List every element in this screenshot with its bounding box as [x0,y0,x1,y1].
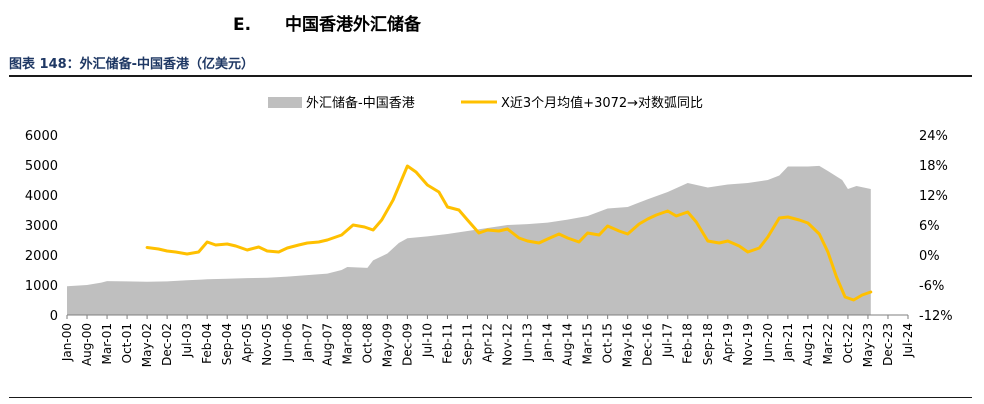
x-tick-label: Aug-00 [80,323,94,366]
y-right-tick-label: 18% [919,159,948,174]
x-tick-label: Jul-03 [180,323,194,358]
y-left-tick-label: 4000 [25,189,58,204]
x-tick-label: May-23 [861,323,875,367]
x-tick-label: Dec-16 [641,323,655,366]
x-tick-label: Apr-05 [240,323,254,363]
x-tick-label: Aug-14 [561,323,575,366]
section-title: 中国香港外汇储备 [285,15,421,35]
chart-axes: 0 1000 2000 3000 4000 5000 6000 -12% -6% 0% 6% 12% 1… [25,129,953,367]
x-tick-label: May-09 [380,323,394,367]
y-right-tick-label: -6% [919,279,944,294]
x-tick-label: Feb-18 [681,323,695,364]
y-left-tick-label: 1000 [25,279,58,294]
x-tick-label: Jan-21 [781,323,795,362]
x-tick-label: Jan-00 [60,323,74,362]
x-tick-label: Apr-19 [721,323,735,363]
x-tick-label: Mar-08 [340,323,354,364]
x-tick-label: Jul-10 [420,323,434,358]
y-left-tick-label: 3000 [25,219,58,234]
x-tick-label: Nov-12 [501,323,515,366]
section-number: E. [233,15,252,35]
x-tick-label: Oct-01 [120,323,134,363]
x-tick-label: Jan-14 [541,323,555,362]
reserves-area-series [67,165,871,315]
y-left-tick-label: 0 [50,309,58,324]
x-tick-label: Sep-11 [460,323,474,365]
x-tick-label: Jul-17 [661,323,675,358]
x-tick-label: Sep-04 [220,323,234,365]
x-tick-label: Apr-12 [481,323,495,363]
legend-label-line: X近3个月均值+3072→对数弧同比 [501,95,703,111]
y-right-tick-label: 24% [919,129,948,144]
x-tick-label: Mar-15 [581,323,595,364]
x-tick-label: Mar-01 [100,323,114,364]
x-tick-label: Feb-11 [440,323,454,364]
x-tick-label: Oct-15 [601,323,615,363]
x-tick-label: Jan-07 [300,323,314,362]
x-tick-label: Jun-06 [280,323,294,362]
x-tick-label: Aug-21 [801,323,815,366]
x-tick-label: May-02 [140,323,154,367]
y-left-tick-label: 6000 [25,129,58,144]
x-tick-label: Sep-18 [701,323,715,365]
y-right-tick-label: -12% [919,309,953,324]
x-tick-label: Feb-04 [200,323,214,364]
x-tick-label: Aug-07 [320,323,334,366]
y-right-tick-label: 6% [919,219,940,234]
x-tick-label: Mar-22 [821,323,835,364]
yoy-line-series [145,164,873,302]
figure-title: 图表 148：外汇储备-中国香港（亿美元） [9,57,255,72]
x-tick-label: May-16 [621,323,635,367]
x-tick-label: Oct-22 [841,323,855,363]
y-left-tick-label: 5000 [25,159,58,174]
x-tick-label: Oct-08 [360,323,374,363]
x-tick-label: Jun-13 [521,323,535,362]
top-rule [9,75,972,77]
section-header: E. 中国香港外汇储备 [233,10,421,35]
legend-label-area: 外汇储备-中国香港 [306,95,415,111]
x-tick-label: Nov-19 [741,323,755,366]
x-tick-label: Jul-24 [901,323,915,358]
plot-area [67,164,873,315]
y-right-tick-label: 0% [919,249,940,264]
y-left-tick-label: 2000 [25,249,58,264]
x-tick-label: Dec-02 [160,323,174,366]
x-tick-label: Jun-20 [761,323,775,362]
legend-swatch-area [268,97,302,108]
y-right-tick-label: 12% [919,189,948,204]
x-tick-label: Dec-23 [881,323,895,366]
x-tick-label: Nov-05 [260,323,274,366]
chart-legend: 外汇储备-中国香港 X近3个月均值+3072→对数弧同比 [268,95,703,111]
bottom-rule [9,397,972,398]
x-tick-label: Dec-09 [400,323,414,366]
